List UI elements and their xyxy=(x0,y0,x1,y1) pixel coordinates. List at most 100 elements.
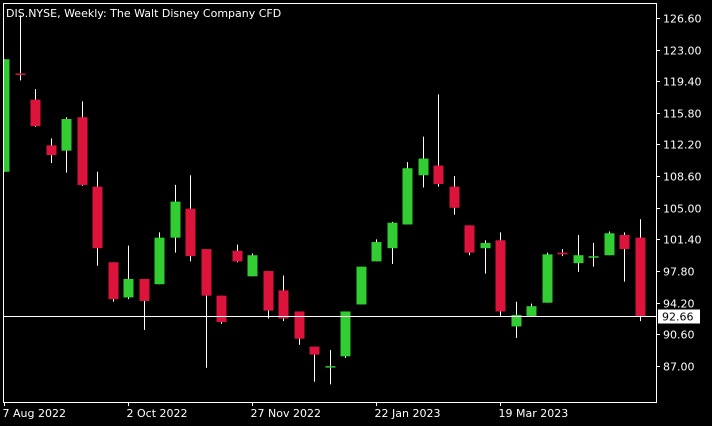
candle-body xyxy=(30,99,41,127)
candle-body xyxy=(201,249,212,296)
candle xyxy=(495,232,506,316)
candle xyxy=(154,232,165,285)
candle xyxy=(480,240,491,274)
candle xyxy=(77,101,88,186)
chart-title: DIS.NYSE, Weekly: The Walt Disney Compan… xyxy=(6,7,281,20)
candle xyxy=(247,253,258,277)
current-price-tag: 92.66 xyxy=(658,309,700,324)
candle-body xyxy=(371,242,382,262)
candle xyxy=(387,221,398,265)
y-tick-label: 108.60 xyxy=(663,171,702,184)
candle xyxy=(325,350,336,385)
candle-body xyxy=(387,222,398,249)
y-tick-label: 112.20 xyxy=(663,139,702,152)
x-tick-label: 2 Oct 2022 xyxy=(127,407,188,420)
candle xyxy=(61,117,72,173)
candle xyxy=(139,278,150,330)
candle-body xyxy=(4,59,10,172)
candle xyxy=(46,138,57,163)
candle xyxy=(263,271,274,319)
candle xyxy=(433,94,444,187)
x-tick-label: 19 Mar 2023 xyxy=(499,407,569,420)
x-tick-label: 7 Aug 2022 xyxy=(3,407,66,420)
candle-body xyxy=(154,237,165,285)
y-tick-label: 123.00 xyxy=(663,45,702,58)
y-tick-label: 101.40 xyxy=(663,234,702,247)
candle xyxy=(511,301,522,338)
candle-body xyxy=(542,254,553,303)
y-tick-label: 94.20 xyxy=(663,298,695,311)
candle-body xyxy=(263,271,274,311)
candle xyxy=(123,245,134,300)
candle xyxy=(216,295,227,324)
candle xyxy=(635,219,646,322)
candle xyxy=(309,346,320,382)
candle xyxy=(418,136,429,188)
candle-body xyxy=(216,295,227,323)
candle-body xyxy=(108,262,119,300)
candle xyxy=(526,303,537,316)
candle xyxy=(92,171,103,266)
candle-body xyxy=(278,290,289,319)
candle xyxy=(340,311,351,359)
candle xyxy=(604,231,615,256)
candle-body xyxy=(619,235,630,250)
candle xyxy=(108,262,119,302)
candle-body xyxy=(309,346,320,355)
y-tick-label: 90.60 xyxy=(663,329,695,342)
y-tick-label: 119.40 xyxy=(663,76,702,89)
candle-body xyxy=(61,119,72,151)
x-tick-label: 22 Jan 2023 xyxy=(375,407,441,420)
candle-body xyxy=(495,240,506,312)
candle-body xyxy=(170,201,181,238)
candle-body xyxy=(356,266,367,305)
candle xyxy=(4,59,10,172)
candle xyxy=(588,242,599,267)
candle xyxy=(557,249,568,257)
candle-body xyxy=(294,311,305,339)
candle-body xyxy=(139,278,150,301)
candle-body xyxy=(77,117,88,185)
candle xyxy=(294,311,305,345)
candle-body xyxy=(526,306,537,316)
current-price-box xyxy=(658,309,700,324)
candle xyxy=(170,184,181,253)
candle xyxy=(278,275,289,322)
candle xyxy=(464,225,475,256)
x-tick-label: 27 Nov 2022 xyxy=(251,407,321,420)
y-tick-label: 115.80 xyxy=(663,108,702,121)
candle-body xyxy=(46,145,57,156)
candle-body xyxy=(480,242,491,249)
current-price-label: 92.66 xyxy=(662,311,694,324)
candle-body xyxy=(232,250,243,262)
candle xyxy=(15,15,26,81)
candle xyxy=(573,235,584,272)
candle-body xyxy=(449,186,460,208)
candle xyxy=(232,244,243,263)
candle xyxy=(449,176,460,215)
candle-body xyxy=(557,252,568,255)
candle-body xyxy=(185,208,196,257)
candle-body xyxy=(433,165,444,185)
candle-body xyxy=(511,314,522,327)
candle xyxy=(356,266,367,305)
candle-body xyxy=(464,225,475,253)
candle-body xyxy=(402,168,413,225)
candle xyxy=(201,249,212,368)
y-tick-label: 97.80 xyxy=(663,266,695,279)
candle xyxy=(542,252,553,303)
candle xyxy=(619,232,630,282)
candle-body xyxy=(573,255,584,264)
candle xyxy=(371,239,382,262)
y-tick-label: 87.00 xyxy=(663,361,695,374)
candle-body xyxy=(123,278,134,298)
candle-body xyxy=(92,186,103,249)
candle xyxy=(30,89,41,127)
y-tick-label: 105.00 xyxy=(663,203,702,216)
candle-body xyxy=(604,233,615,256)
candle-body xyxy=(418,158,429,176)
candle-body xyxy=(247,255,258,277)
plot-frame xyxy=(3,3,657,403)
